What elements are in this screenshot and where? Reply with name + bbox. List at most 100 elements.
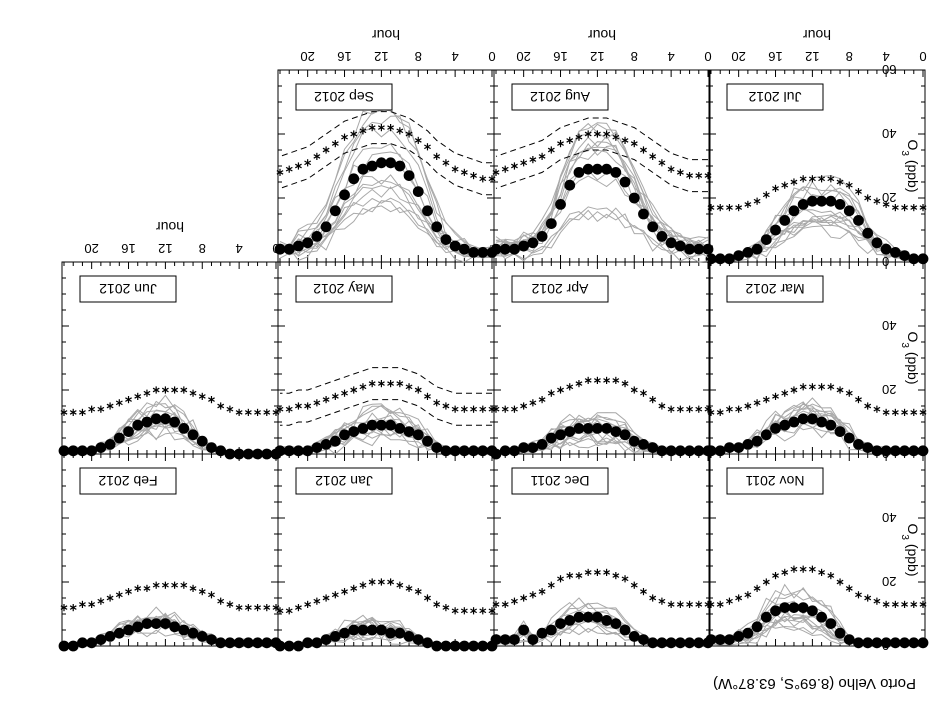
model-point-stroke: [276, 170, 284, 175]
model-point-stroke: [667, 406, 675, 412]
model-point: [686, 600, 693, 608]
observed-point: [693, 445, 705, 457]
x-tick-label: 16: [337, 49, 351, 64]
model-point: [451, 607, 459, 615]
model-point-stroke: [891, 602, 899, 607]
observed-point: [477, 640, 489, 652]
model-point: [470, 172, 477, 180]
x-tick-label: 20: [516, 49, 530, 64]
model-point-stroke: [836, 179, 844, 185]
observed-point: [206, 442, 217, 453]
observed-point: [825, 618, 837, 629]
model-point: [501, 600, 509, 608]
model-point-stroke: [313, 154, 321, 159]
model-point-stroke: [772, 573, 779, 578]
model-point-stroke: [377, 579, 385, 585]
observed-point: [871, 445, 883, 457]
observed-point: [141, 618, 153, 629]
model-point-stroke: [790, 387, 798, 393]
model-point-stroke: [716, 602, 724, 607]
panel-jul-2012: Jul 2012: [705, 69, 929, 265]
model-point-stroke: [115, 592, 123, 598]
observed-point: [889, 637, 901, 649]
observed-point: [348, 426, 360, 437]
model-point: [405, 383, 413, 391]
observed-point: [403, 631, 415, 642]
observed-point: [224, 637, 236, 649]
model-point-stroke: [460, 608, 468, 614]
model-point-stroke: [584, 378, 592, 383]
model-point-stroke: [79, 410, 86, 415]
observed-point: [806, 195, 818, 207]
y-tick-label: 60: [882, 62, 896, 77]
model-point-stroke: [161, 582, 169, 588]
model-point-stroke: [781, 182, 789, 188]
observed-point: [742, 247, 754, 258]
model-point: [442, 604, 450, 612]
model-point-stroke: [726, 406, 733, 412]
model-point-stroke: [557, 387, 564, 393]
model-point-stroke: [322, 147, 330, 153]
observed-point: [499, 445, 511, 457]
model-point-stroke: [295, 163, 302, 169]
model-point-stroke: [640, 390, 647, 396]
observed-point: [573, 167, 585, 178]
model-point-stroke: [901, 205, 908, 210]
model-point: [171, 581, 179, 589]
model-point: [359, 383, 367, 391]
x-tick-label: 20: [84, 241, 98, 256]
observed-point: [486, 247, 498, 258]
model-point: [676, 168, 684, 176]
model-point-stroke: [106, 403, 114, 409]
observed-point: [628, 631, 640, 642]
model-point: [845, 181, 853, 189]
x-tick-label: 16: [553, 49, 567, 64]
observed-point: [724, 253, 735, 265]
observed-point: [582, 423, 594, 434]
model-point: [753, 399, 761, 407]
model-point: [511, 597, 518, 605]
x-tick-label: 8: [631, 49, 638, 64]
observed-point: [797, 413, 809, 425]
model-point-stroke: [189, 390, 197, 396]
observed-point: [665, 637, 677, 649]
observed-point: [899, 250, 910, 261]
model-point-stroke: [790, 566, 798, 572]
observed-point: [816, 611, 828, 623]
model-point: [479, 175, 487, 183]
model-point-stroke: [263, 410, 271, 415]
observed-point: [619, 624, 631, 636]
model-point: [676, 600, 684, 608]
model-point: [88, 405, 96, 413]
model-envelope-line: [495, 149, 708, 193]
model-point-stroke: [901, 410, 908, 415]
model-point: [368, 380, 376, 388]
model-point-stroke: [726, 205, 733, 210]
model-point: [272, 604, 280, 612]
model-point-stroke: [350, 131, 358, 137]
model-point-stroke: [143, 586, 151, 591]
model-point-stroke: [575, 381, 583, 386]
model-point-stroke: [285, 608, 293, 614]
observed-point: [394, 423, 406, 434]
model-point: [285, 165, 293, 173]
y-tick-label: 20: [882, 190, 896, 205]
model-point-stroke: [180, 387, 188, 393]
observed-point: [196, 435, 208, 447]
model-point: [235, 604, 243, 612]
model-point-stroke: [217, 598, 225, 604]
model-point: [630, 581, 638, 589]
y-axis-label-subscript: 3: [900, 342, 911, 348]
model-point: [772, 184, 779, 192]
month-label-box: [511, 83, 609, 111]
model-point-stroke: [125, 589, 132, 594]
model-point-stroke: [488, 608, 496, 614]
model-point-stroke: [285, 166, 293, 172]
observed-point: [555, 618, 566, 629]
model-point-stroke: [704, 173, 712, 178]
model-point-stroke: [762, 397, 770, 402]
model-point-stroke: [726, 598, 733, 604]
month-label-box: [511, 275, 609, 303]
model-point: [575, 572, 583, 580]
model-point-stroke: [808, 566, 816, 572]
